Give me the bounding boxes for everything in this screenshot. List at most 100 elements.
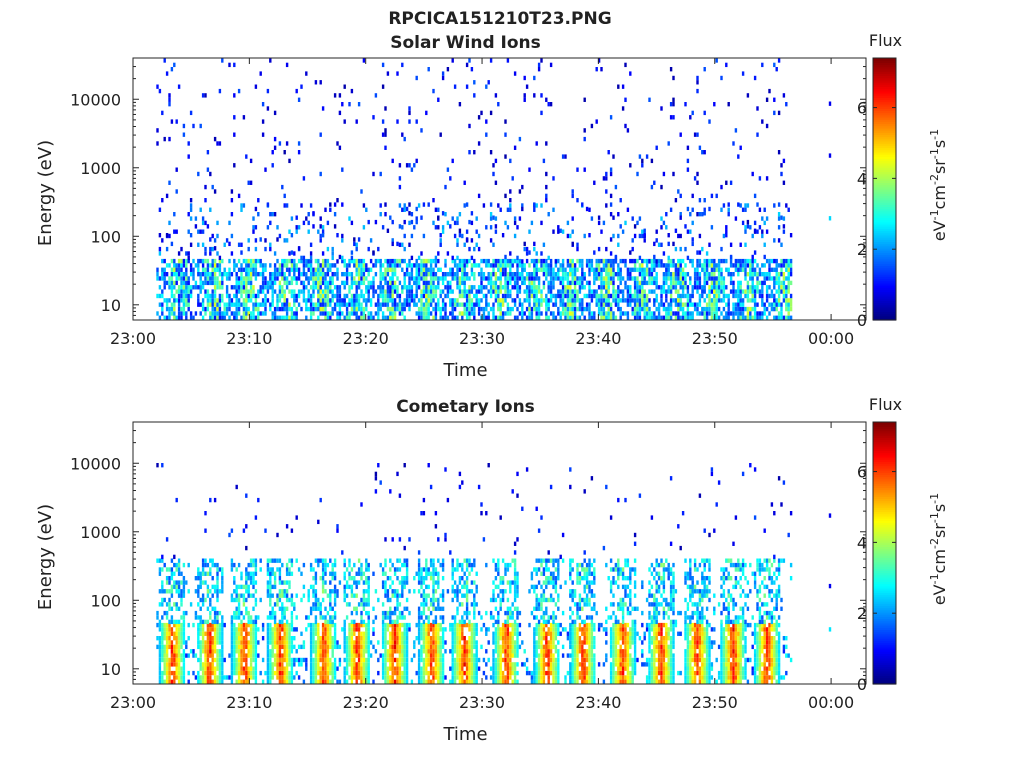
colorbar-segment <box>873 263 896 267</box>
heatmap-cell <box>240 636 243 641</box>
heatmap-cell <box>321 662 325 667</box>
heatmap-cell <box>199 272 202 277</box>
heatmap-cell <box>501 285 505 290</box>
heatmap-cell <box>326 289 330 294</box>
heatmap-cell <box>437 225 440 230</box>
heatmap-cell <box>245 263 248 268</box>
heatmap-cell <box>329 657 332 663</box>
heatmap-cell <box>254 597 258 603</box>
heatmap-cell <box>283 610 286 616</box>
heatmap-cell <box>199 207 202 212</box>
heatmap-cell <box>710 298 714 303</box>
heatmap-cell <box>331 606 334 611</box>
heatmap-cell <box>240 302 243 307</box>
heatmap-cell <box>739 145 742 150</box>
heatmap-cell <box>684 263 687 268</box>
heatmap-cell <box>156 267 159 272</box>
heatmap-cell <box>710 311 714 316</box>
heatmap-cell <box>434 276 438 281</box>
heatmap-cell <box>588 293 591 299</box>
heatmap-cell <box>353 293 356 299</box>
heatmap-cell <box>175 602 178 607</box>
heatmap-cell <box>504 119 507 124</box>
heatmap-cell <box>324 627 327 632</box>
heatmap-cell <box>535 258 538 264</box>
heatmap-cell <box>605 263 608 268</box>
heatmap-cell <box>609 272 613 277</box>
heatmap-cell <box>355 242 358 247</box>
heatmap-cell <box>590 298 594 303</box>
heatmap-cell <box>309 302 313 307</box>
heatmap-cell <box>211 619 214 625</box>
heatmap-cell <box>621 229 625 234</box>
heatmap-cell <box>252 229 255 234</box>
heatmap-cell <box>641 229 644 234</box>
heatmap-cell <box>204 272 207 277</box>
heatmap-cell <box>773 267 776 272</box>
heatmap-cell <box>379 258 382 264</box>
heatmap-cell <box>206 666 210 671</box>
heatmap-cell <box>504 289 507 294</box>
heatmap-cell <box>271 311 274 316</box>
heatmap-cell <box>302 298 306 303</box>
heatmap-cell <box>665 293 668 299</box>
heatmap-cell <box>201 558 205 563</box>
colorbar-segment <box>873 197 896 201</box>
heatmap-cell <box>269 593 272 598</box>
heatmap-cell <box>374 93 378 98</box>
heatmap-cell <box>684 102 687 107</box>
heatmap-cell <box>281 606 284 611</box>
heatmap-cell <box>192 285 195 290</box>
heatmap-cell <box>163 670 166 676</box>
heatmap-cell <box>350 653 354 658</box>
heatmap-cell <box>201 602 205 607</box>
heatmap-cell <box>696 75 699 81</box>
heatmap-cell <box>173 584 176 590</box>
heatmap-cell <box>463 267 466 272</box>
heatmap-cell <box>569 267 572 272</box>
heatmap-cell <box>288 662 291 667</box>
heatmap-cell <box>621 311 625 316</box>
heatmap-cell <box>254 627 258 632</box>
heatmap-cell <box>285 666 289 671</box>
heatmap-cell <box>403 315 406 320</box>
heatmap-cell <box>225 276 229 281</box>
colorbar-segment <box>873 164 896 168</box>
heatmap-cell <box>290 558 294 563</box>
heatmap-cell <box>331 263 334 268</box>
heatmap-cell <box>197 615 200 620</box>
heatmap-cell <box>285 276 289 281</box>
heatmap-cell <box>175 280 178 286</box>
heatmap-cell <box>768 311 771 316</box>
heatmap-cell <box>343 84 346 89</box>
heatmap-cell <box>165 306 169 312</box>
heatmap-cell <box>329 644 332 650</box>
heatmap-cell <box>201 567 205 572</box>
heatmap-cell <box>523 75 526 81</box>
heatmap-cell <box>561 258 565 264</box>
heatmap-cell <box>187 141 190 146</box>
heatmap-cell <box>521 311 524 316</box>
heatmap-cell <box>240 622 243 628</box>
heatmap-cell <box>273 212 277 217</box>
heatmap-cell <box>535 141 538 146</box>
heatmap-cell <box>453 298 457 303</box>
heatmap-cell <box>182 311 186 316</box>
heatmap-cell <box>657 242 661 247</box>
heatmap-cell <box>237 662 241 667</box>
heatmap-cell <box>410 255 414 261</box>
heatmap-cell <box>461 289 464 294</box>
heatmap-cell <box>662 276 666 281</box>
heatmap-cell <box>785 285 788 290</box>
heatmap-cell <box>451 255 454 261</box>
x-axis-label: Time <box>442 360 487 381</box>
heatmap-cell <box>283 679 286 684</box>
heatmap-cell <box>386 285 390 290</box>
heatmap-cell <box>785 102 788 107</box>
heatmap-cell <box>629 272 632 277</box>
heatmap-cell <box>417 267 421 272</box>
heatmap-cell <box>480 289 483 294</box>
heatmap-cell <box>751 280 754 286</box>
heatmap-cell <box>163 597 166 603</box>
heatmap-cell <box>381 311 385 316</box>
